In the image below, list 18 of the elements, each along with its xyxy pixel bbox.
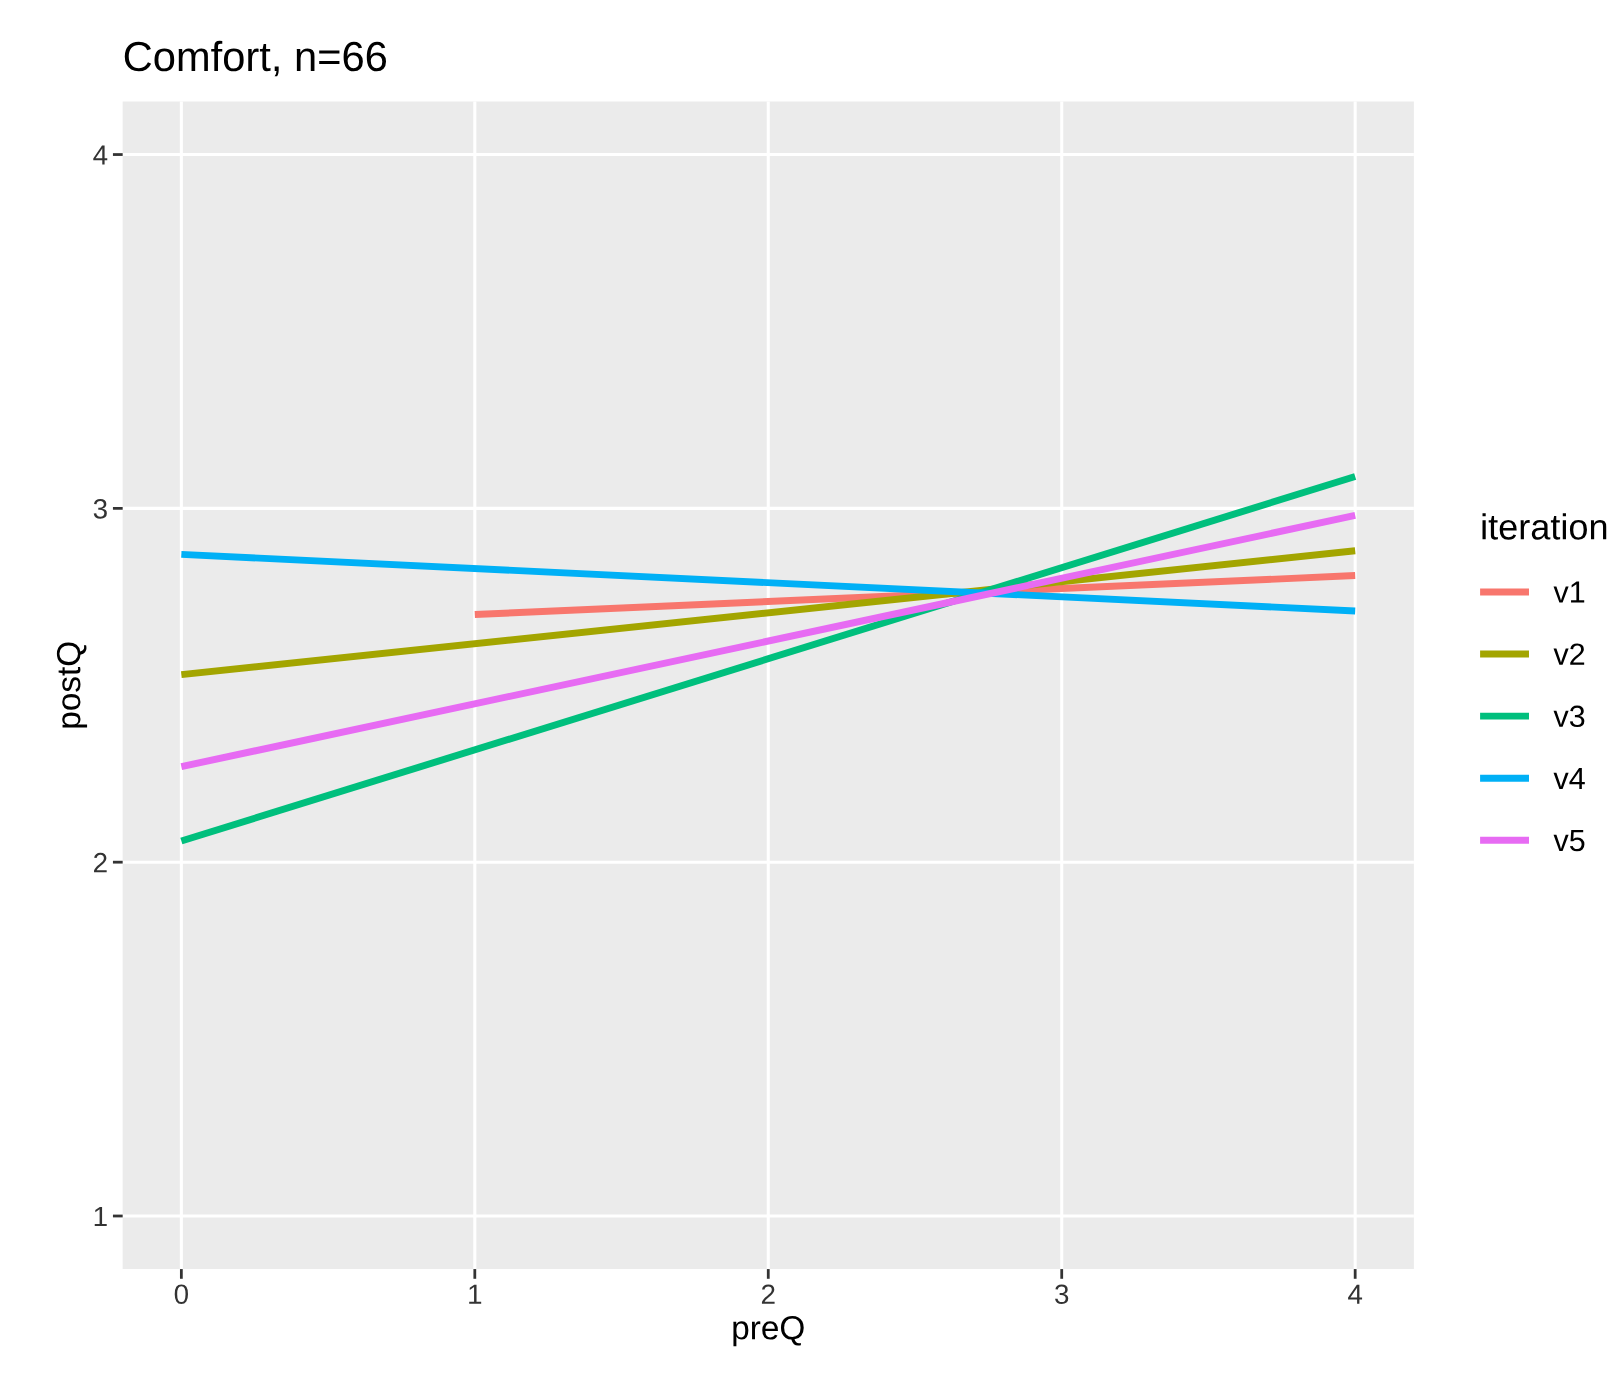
legend-label: v4 [1553, 767, 1585, 789]
legend-label: v1 [1553, 581, 1585, 603]
x-tick-label: 0 [174, 1284, 188, 1305]
legend-title: iteration [1482, 513, 1607, 540]
y-tick-label: 3 [93, 499, 107, 519]
x-tick-label: 1 [469, 1284, 482, 1304]
x-axis-title: preQ [733, 1315, 804, 1347]
y-tick-label: 2 [94, 852, 107, 873]
legend-label: v3 [1553, 705, 1585, 728]
x-tick-label: 3 [1055, 1284, 1069, 1305]
y-axis-title: postQ [56, 642, 88, 728]
y-tick-label: 1 [94, 1206, 107, 1227]
x-tick-label: 2 [761, 1284, 775, 1304]
y-tick-label: 4 [93, 145, 108, 165]
x-tick-label: 4 [1348, 1284, 1363, 1304]
legend-label: v2 [1553, 643, 1585, 665]
legend-label: v5 [1553, 829, 1585, 852]
chart-title: Comfort, n=66 [124, 40, 387, 77]
